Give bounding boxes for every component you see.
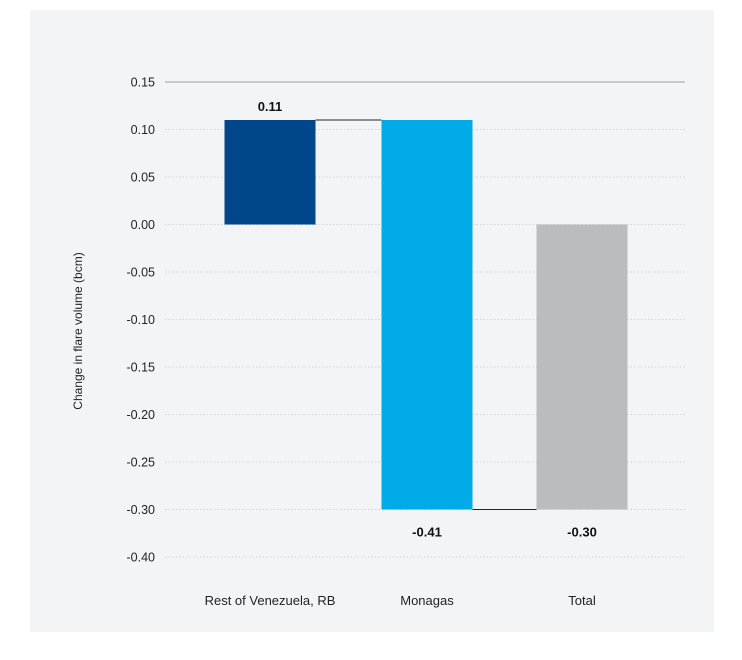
y-tick-label: -0.05: [127, 266, 156, 280]
y-axis-label: Change in flare volume (bcm): [71, 252, 85, 409]
bar-total: [536, 224, 628, 510]
y-tick-label: -0.10: [127, 313, 156, 327]
bar-rest-of-venezuela-rb: [224, 120, 316, 225]
category-labels: Rest of Venezuela, RB Monagas Total: [205, 593, 596, 608]
y-tick-label: -0.15: [127, 361, 156, 375]
connectors: [315, 119, 537, 510]
bar-monagas: [381, 120, 473, 510]
y-tick-label: 0.15: [131, 76, 155, 90]
y-tick-label: -0.25: [127, 456, 156, 470]
category-label: Monagas: [400, 593, 454, 608]
value-labels: 0.11 -0.41 -0.30: [258, 99, 597, 540]
y-axis-ticks: 0.15 0.10 0.05 0.00 -0.05 -0.10 -0.15 -0.20 -0.2…: [127, 76, 156, 565]
value-label: 0.11: [258, 99, 283, 114]
category-label: Total: [568, 593, 596, 608]
category-label: Rest of Venezuela, RB: [205, 593, 336, 608]
y-tick-label: 0.10: [131, 123, 155, 137]
y-tick-label: 0.05: [131, 171, 155, 185]
y-tick-label: 0.00: [131, 218, 155, 232]
y-tick-label: -0.20: [127, 408, 156, 422]
bars: [224, 120, 628, 510]
value-label: -0.30: [567, 525, 597, 540]
y-tick-label: -0.40: [127, 551, 156, 565]
value-label: -0.41: [412, 525, 442, 540]
y-tick-label: -0.30: [127, 503, 156, 517]
